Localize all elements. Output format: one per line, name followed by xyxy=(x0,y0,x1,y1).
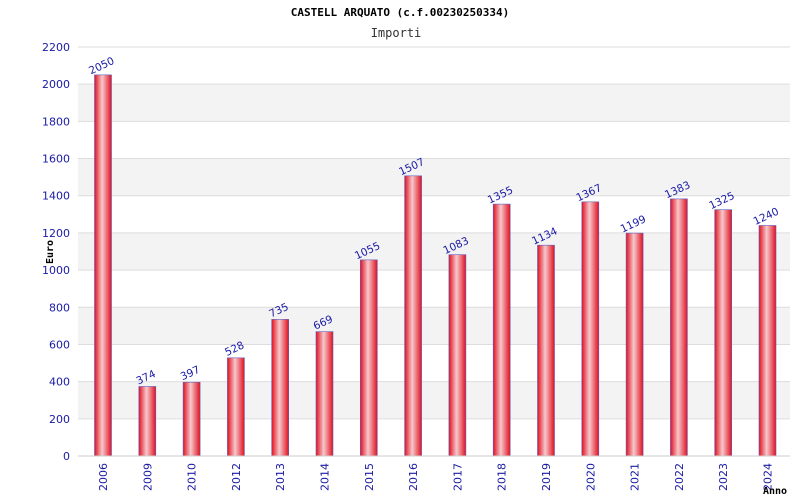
y-tick-label: 1400 xyxy=(42,190,70,203)
x-axis-label: Anno xyxy=(763,486,787,497)
x-tick-label: 2023 xyxy=(717,463,730,491)
x-tick-label: 2010 xyxy=(186,463,199,491)
y-tick-label: 800 xyxy=(49,301,70,314)
data-label: 2050 xyxy=(87,55,116,77)
bar xyxy=(625,232,644,457)
bar xyxy=(227,357,245,457)
bar xyxy=(492,203,511,457)
y-tick-label: 2000 xyxy=(42,78,70,91)
bar xyxy=(404,175,422,457)
bar xyxy=(138,386,157,457)
bar xyxy=(670,198,688,457)
bars xyxy=(94,74,777,457)
bar xyxy=(758,225,777,457)
x-tick-label: 2016 xyxy=(407,463,420,491)
y-tick-label: 1200 xyxy=(42,227,70,240)
x-tick-label: 2012 xyxy=(230,463,243,491)
y-axis-ticks: 0 200 400 600 800 1000 1200 1400 1600 1800 2000 220… xyxy=(42,41,70,463)
y-tick-label: 1000 xyxy=(42,264,70,277)
x-tick-label: 2024 xyxy=(762,463,775,491)
plot-band xyxy=(78,158,790,196)
x-axis-ticks: 2006 2009 2010 2012 2013 2014 2015 2016 2017 2018… xyxy=(97,463,775,491)
bar xyxy=(94,74,112,457)
chart-title: CASTELL ARQUATO (c.f.00230250334) xyxy=(291,6,510,19)
bar xyxy=(315,331,334,457)
bar xyxy=(581,201,600,457)
x-tick-label: 2022 xyxy=(673,463,686,491)
bar xyxy=(182,381,201,457)
bar xyxy=(271,319,290,457)
data-label: 1240 xyxy=(752,206,781,228)
bar xyxy=(448,254,467,457)
x-tick-label: 2019 xyxy=(540,463,553,491)
y-tick-label: 2200 xyxy=(42,41,70,54)
x-tick-label: 2017 xyxy=(451,463,464,491)
x-tick-label: 2021 xyxy=(629,463,642,491)
x-tick-label: 2013 xyxy=(274,463,287,491)
x-tick-label: 2006 xyxy=(97,463,110,491)
plot-band xyxy=(78,84,790,122)
x-tick-label: 2009 xyxy=(141,463,154,491)
x-tick-label: 2015 xyxy=(363,463,376,491)
chart-subtitle: Importi xyxy=(371,26,422,40)
x-tick-label: 2018 xyxy=(496,463,509,491)
bar xyxy=(359,259,378,457)
bar xyxy=(714,209,733,457)
y-tick-label: 1600 xyxy=(42,153,70,166)
x-tick-label: 2014 xyxy=(319,463,332,491)
data-label: 397 xyxy=(179,364,202,383)
y-tick-label: 1800 xyxy=(42,115,70,128)
x-tick-label: 2020 xyxy=(584,463,597,491)
data-label: 1199 xyxy=(619,213,648,235)
bar xyxy=(537,244,555,457)
y-tick-label: 200 xyxy=(49,413,70,426)
y-tick-label: 400 xyxy=(49,376,70,389)
y-tick-label: 600 xyxy=(49,338,70,351)
y-axis-label: Euro xyxy=(45,240,56,264)
y-tick-label: 0 xyxy=(63,450,70,463)
